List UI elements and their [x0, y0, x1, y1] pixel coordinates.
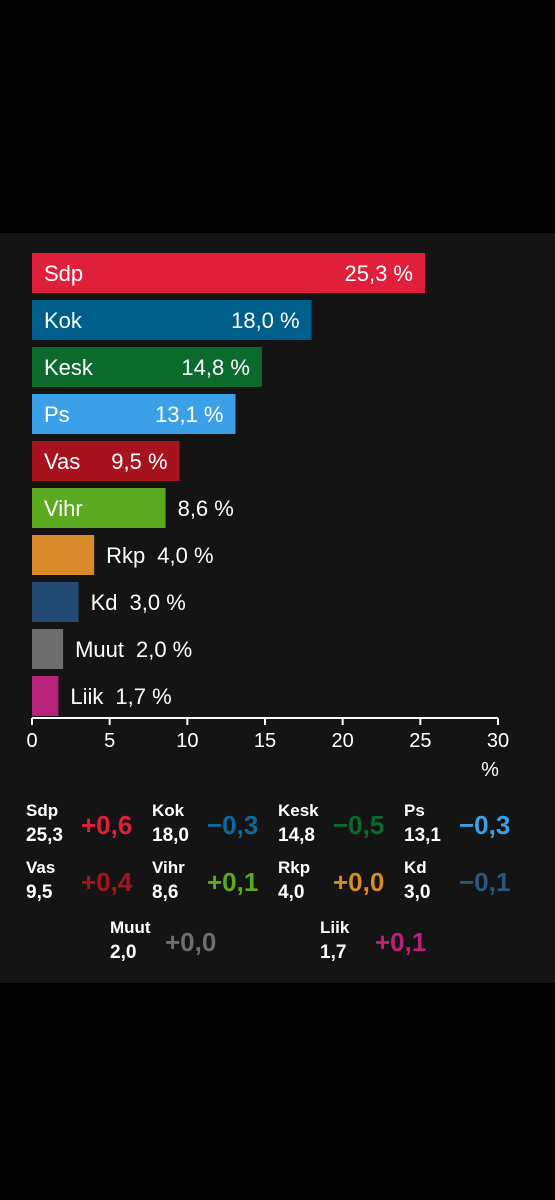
bar-category-label: Rkp	[106, 543, 145, 568]
bar-category-label: Sdp	[44, 261, 83, 286]
summary-party-name: Ps	[404, 801, 425, 820]
bars-layer: Sdp 25,3 % Kok 18,0 % Kesk 14,8 % Ps 13,1 % Vas 9…	[32, 253, 425, 716]
summary-change-value: +0,4	[81, 867, 133, 897]
x-axis-unit-label: %	[481, 759, 499, 781]
summary-change-value: +0,0	[165, 927, 217, 957]
x-tick-label: 15	[254, 730, 276, 752]
summary-party-value: 13,1	[404, 825, 441, 846]
summary-change-value: +0,1	[207, 867, 259, 897]
summary-party-name: Kok	[152, 801, 185, 820]
summary-item-vihr: Vihr 8,6 +0,1	[152, 858, 280, 916]
summary-party-value: 2,0	[110, 942, 137, 963]
summary-party-value: 4,0	[278, 882, 305, 903]
summary-item-ps: Ps 13,1 −0,3	[404, 801, 532, 859]
x-tick-label: 20	[332, 730, 354, 752]
summary-party-value: 25,3	[26, 825, 63, 846]
bar-value-label: 14,8 %	[181, 355, 250, 380]
x-tick-label: 30	[487, 730, 509, 752]
bar-kok	[32, 300, 312, 340]
summary-item-sdp: Sdp 25,3 +0,6	[26, 801, 154, 859]
summary-party-value: 3,0	[404, 882, 431, 903]
summary-party-value: 14,8	[278, 825, 315, 846]
bar-category-label: Muut	[75, 637, 124, 662]
x-axis: 0 5 10 15 20 25 30%	[26, 717, 509, 781]
bar-rkp	[32, 535, 95, 575]
bar-category-label: Vas	[44, 449, 80, 474]
summary-party-value: 1,7	[320, 942, 347, 963]
summary-item-kd: Kd 3,0 −0,1	[404, 858, 532, 916]
summary-change-value: −0,5	[333, 810, 385, 840]
bar-kesk	[32, 347, 262, 387]
bar-value-label: 9,5 %	[111, 449, 167, 474]
summary-change-value: +0,6	[81, 810, 133, 840]
summary-item-rkp: Rkp 4,0 +0,0	[278, 858, 406, 916]
summary-party-value: 18,0	[152, 825, 189, 846]
summary-party-value: 9,5	[26, 882, 53, 903]
summary-party-name: Kd	[404, 858, 427, 877]
summary-item-kesk: Kesk 14,8 −0,5	[278, 801, 406, 859]
summary-party-name: Vas	[26, 858, 56, 877]
summary-change-value: −0,3	[207, 810, 259, 840]
bar-value-label: 2,0 %	[136, 637, 192, 662]
results-panel: Sdp 25,3 % Kok 18,0 % Kesk 14,8 % Ps 13,1 % Vas 9…	[0, 233, 555, 983]
summary-item-muut: Muut 2,0 +0,0	[110, 918, 238, 976]
change-summary: Sdp 25,3 +0,6 Kok 18,0 −0,3 Kesk 14,8 −0,5 Ps 13,1…	[0, 801, 555, 981]
bar-category-label: Kok	[44, 308, 83, 333]
x-tick-label: 5	[104, 730, 115, 752]
summary-change-value: +0,0	[333, 867, 385, 897]
bar-muut	[32, 629, 64, 669]
bar-kd	[32, 582, 79, 622]
summary-party-name: Kesk	[278, 801, 319, 820]
bar-value-label: 1,7 %	[115, 684, 171, 709]
bar-value-label: 3,0 %	[130, 590, 186, 615]
bar-value-label: 8,6 %	[178, 496, 234, 521]
summary-item-liik: Liik 1,7 +0,1	[320, 918, 448, 976]
summary-party-name: Vihr	[152, 858, 185, 877]
summary-party-name: Liik	[320, 918, 350, 937]
bar-value-label: 4,0 %	[157, 543, 213, 568]
summary-party-name: Sdp	[26, 801, 59, 820]
bar-value-label: 25,3 %	[344, 261, 413, 286]
x-tick-label: 10	[176, 730, 198, 752]
bar-vihr	[32, 488, 166, 528]
x-tick-label: 0	[26, 730, 37, 752]
summary-change-value: −0,3	[459, 810, 511, 840]
bar-category-label: Liik	[70, 684, 104, 709]
summary-party-value: 8,6	[152, 882, 179, 903]
bar-ps	[32, 394, 236, 434]
summary-party-name: Rkp	[278, 858, 311, 877]
summary-change-value: +0,1	[375, 927, 427, 957]
bar-value-label: 13,1 %	[155, 402, 224, 427]
bar-sdp	[32, 253, 425, 293]
party-support-bar-chart: Sdp 25,3 % Kok 18,0 % Kesk 14,8 % Ps 13,1 % Vas 9…	[26, 253, 509, 781]
x-tick-label: 25	[409, 730, 431, 752]
summary-item-vas: Vas 9,5 +0,4	[26, 858, 154, 916]
bar-liik	[32, 676, 59, 716]
bar-value-label: 18,0 %	[231, 308, 300, 333]
summary-item-kok: Kok 18,0 −0,3	[152, 801, 280, 859]
bar-category-label: Kd	[91, 590, 118, 615]
bar-category-label: Kesk	[44, 355, 94, 380]
summary-change-value: −0,1	[459, 867, 511, 897]
bar-category-label: Vihr	[44, 496, 83, 521]
summary-party-name: Muut	[110, 918, 151, 937]
bar-category-label: Ps	[44, 402, 70, 427]
bar-vas	[32, 441, 180, 481]
